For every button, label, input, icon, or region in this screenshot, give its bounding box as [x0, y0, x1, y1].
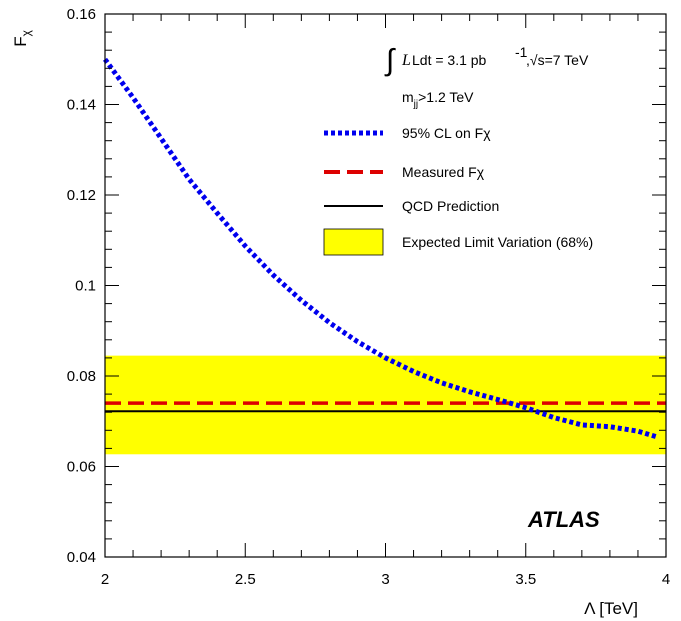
legend-label-band: Expected Limit Variation (68%): [402, 234, 593, 250]
x-axis-title: Λ [TeV]: [584, 599, 638, 618]
mjj-annotation: mjj>1.2 TeV: [402, 89, 474, 110]
svg-text:,√s=7 TeV: ,√s=7 TeV: [526, 52, 589, 68]
atlas-label: ATLAS: [527, 507, 600, 532]
legend-label-qcd: QCD Prediction: [402, 198, 499, 214]
x-tick-label: 4: [662, 571, 670, 588]
luminosity-annotation: ∫ L Ldt = 3.1 pb -1 ,√s=7 TeV: [384, 44, 589, 77]
x-tick-label: 3: [381, 571, 389, 588]
plot-frame: [104, 13, 667, 558]
y-tick-label: 0.04: [67, 549, 96, 566]
x-tick-label: 2.5: [235, 571, 256, 588]
y-axis-title: Fχ: [11, 29, 33, 46]
svg-text:∫: ∫: [384, 44, 396, 77]
expected-limit-band: [105, 355, 666, 455]
svg-text:L: L: [401, 52, 411, 69]
y-tick-label: 0.12: [67, 187, 96, 204]
svg-text:-1: -1: [515, 44, 528, 60]
y-tick-label: 0.14: [67, 97, 96, 114]
y-tick-label: 0.16: [67, 6, 96, 23]
legend: 95% CL on Fχ Measured Fχ QCD Prediction …: [323, 125, 593, 256]
svg-text:Ldt = 3.1 pb: Ldt = 3.1 pb: [412, 52, 487, 68]
svg-text:Fχ: Fχ: [11, 29, 33, 46]
x-tick-label: 2: [101, 571, 109, 588]
y-tick-label: 0.06: [67, 459, 96, 476]
legend-label-cl: 95% CL on Fχ: [402, 125, 491, 141]
y-tick-label: 0.1: [75, 278, 96, 295]
y-tick-label: 0.08: [67, 368, 96, 385]
legend-swatch-band: [323, 228, 384, 256]
legend-label-measured: Measured Fχ: [402, 164, 485, 180]
x-tick-label: 3.5: [515, 571, 536, 588]
